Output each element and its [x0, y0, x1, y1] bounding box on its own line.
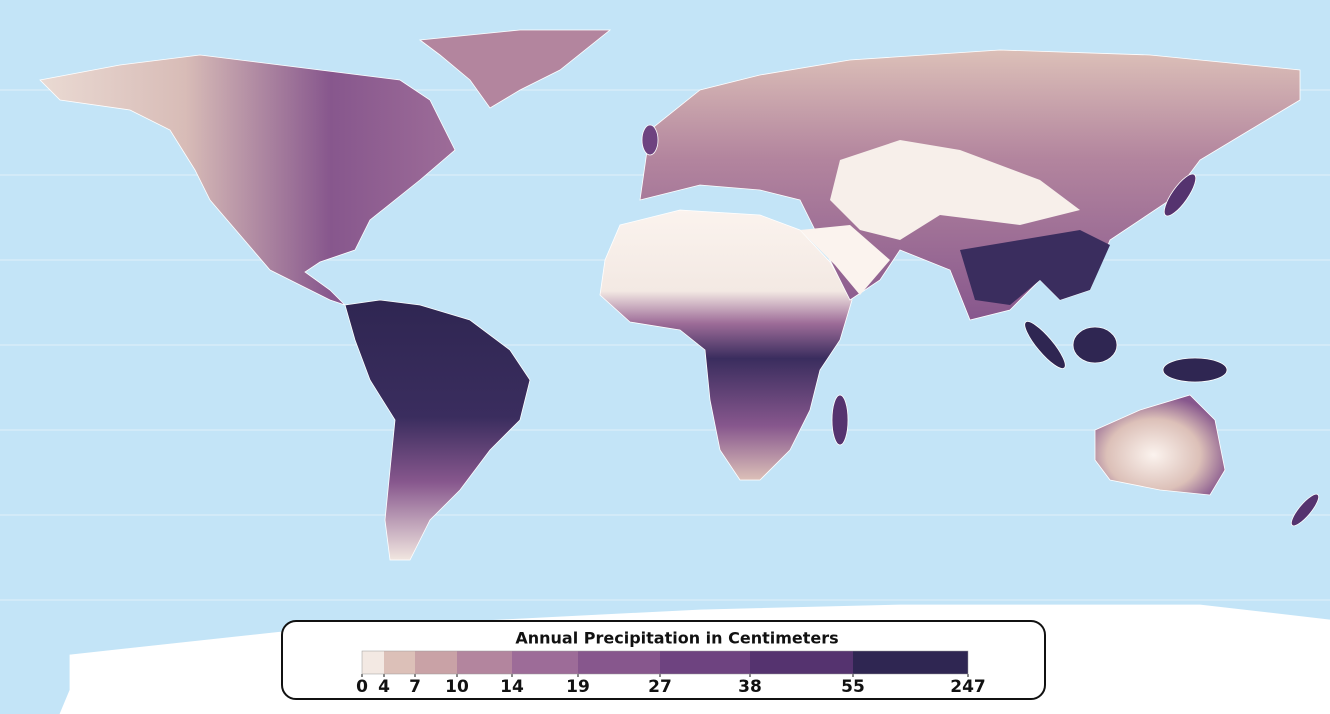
legend-title: Annual Precipitation in Centimeters: [515, 629, 838, 648]
new-zealand: [1290, 493, 1320, 527]
tick-label: 19: [566, 677, 590, 697]
tick-label: 4: [378, 677, 390, 697]
new-guinea: [1162, 357, 1228, 383]
legend-swatch: [415, 651, 457, 674]
legend-swatch: [512, 651, 578, 674]
madagascar: [831, 394, 849, 446]
legend-swatch: [853, 651, 968, 674]
sumatra: [1024, 321, 1066, 369]
australia: [1094, 394, 1226, 496]
legend-swatch: [384, 651, 415, 674]
tick-label: 0: [356, 677, 368, 697]
legend-bar-outline: [361, 650, 969, 675]
tick-label: 247: [950, 677, 986, 697]
wet-asia: [960, 230, 1110, 305]
legend-swatch: [578, 651, 660, 674]
south-america: [344, 299, 531, 561]
tick-label: 7: [409, 677, 421, 697]
tick-label: 14: [500, 677, 524, 697]
japan: [1163, 173, 1197, 217]
greenland: [418, 29, 612, 109]
arabia: [800, 225, 890, 295]
tick-label: 38: [738, 677, 762, 697]
tick-label: 10: [445, 677, 469, 697]
legend-swatch: [750, 651, 853, 674]
tick-label: 55: [841, 677, 865, 697]
legend-swatch: [457, 651, 512, 674]
legend-swatch: [660, 651, 750, 674]
tick-label: 27: [648, 677, 672, 697]
north-america: [39, 54, 456, 306]
borneo: [1072, 326, 1118, 364]
britain: [641, 124, 659, 156]
arid-asia: [830, 140, 1080, 240]
legend-swatch: [362, 651, 384, 674]
africa: [599, 209, 853, 481]
